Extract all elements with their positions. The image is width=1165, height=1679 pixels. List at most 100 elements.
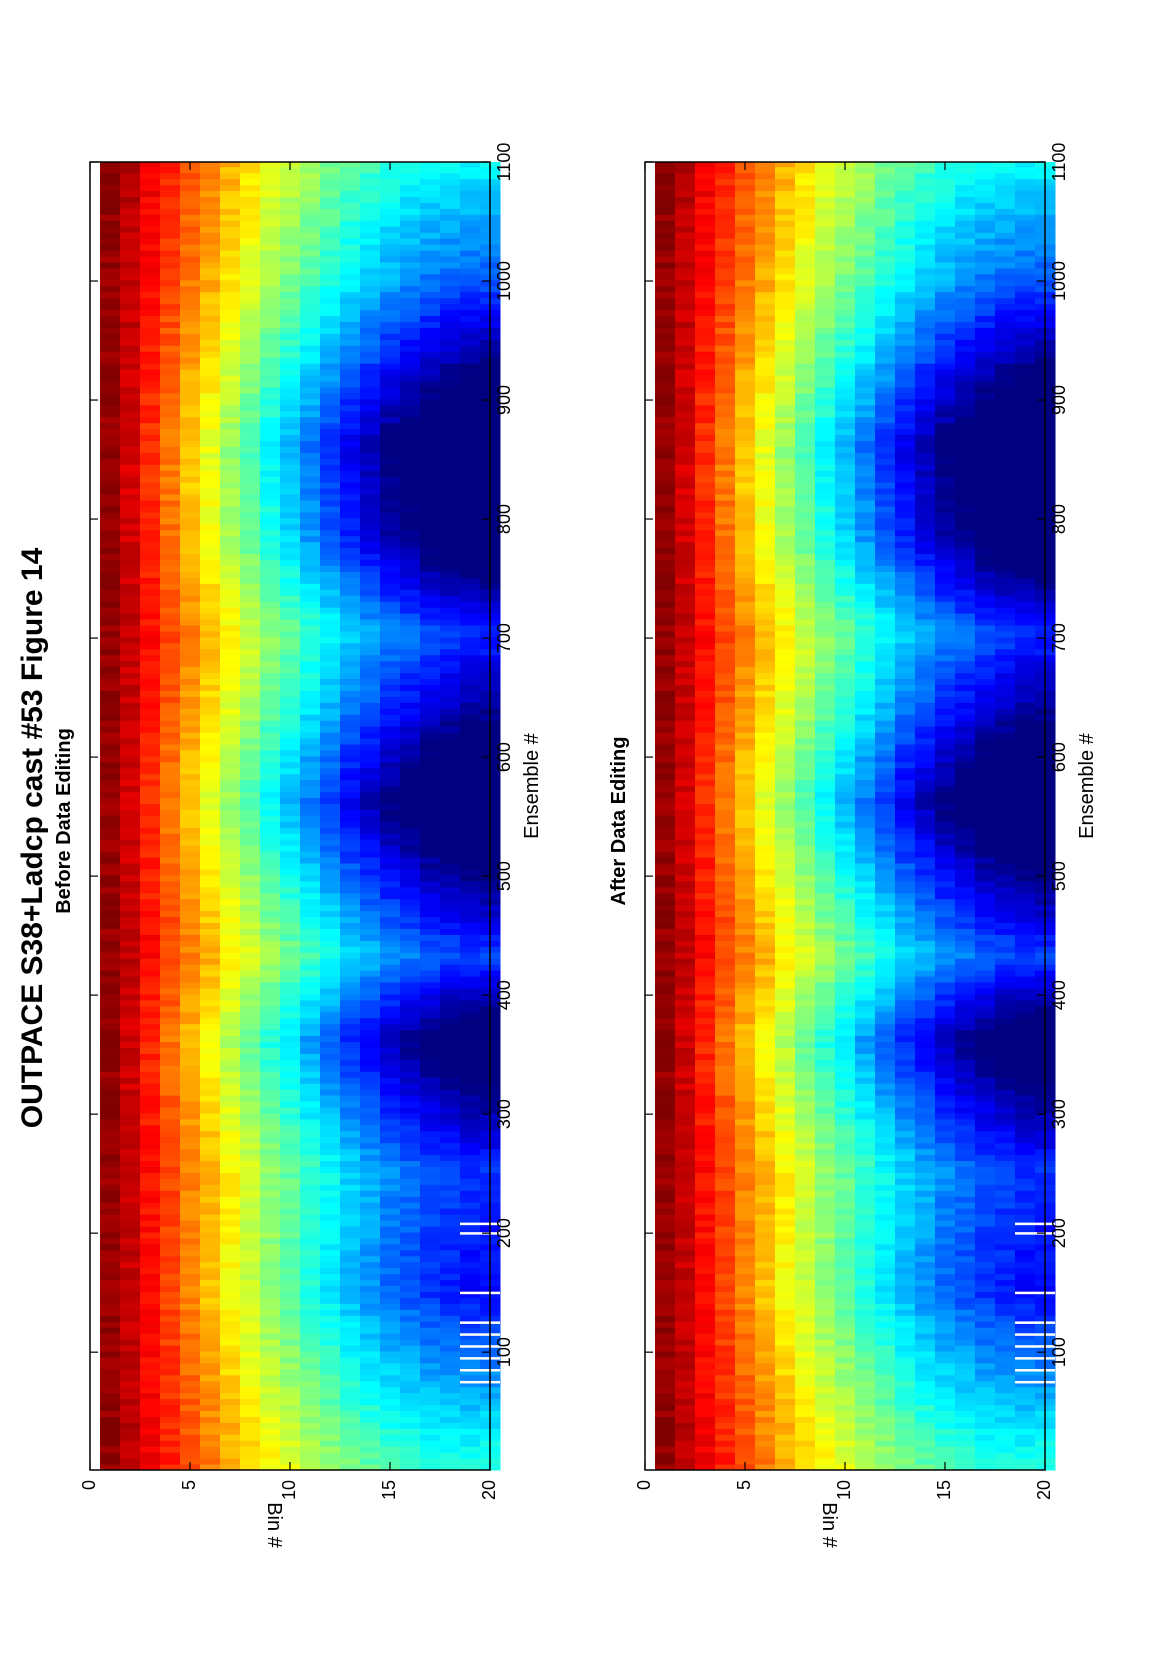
heatmap-cell xyxy=(280,672,301,680)
heatmap-cell xyxy=(120,226,141,233)
heatmap-cell xyxy=(280,761,301,769)
heatmap-cell xyxy=(280,1089,301,1096)
heatmap-cells xyxy=(655,162,1056,1471)
heatmap-cell xyxy=(1015,1464,1036,1471)
heatmap-cell xyxy=(655,1339,676,1346)
heatmap-cell xyxy=(320,654,341,662)
heatmap-cell xyxy=(100,559,121,566)
heatmap-cell xyxy=(280,190,301,198)
heatmap-cell xyxy=(320,1327,341,1334)
heatmap-cell xyxy=(100,208,121,215)
heatmap-cell xyxy=(400,767,421,775)
heatmap-cell xyxy=(140,380,161,388)
heatmap-cell xyxy=(400,1118,421,1126)
heatmap-cell xyxy=(300,1255,321,1263)
heatmap-cell xyxy=(120,369,141,376)
heatmap-cell xyxy=(120,1398,141,1406)
heatmap-cell xyxy=(340,1410,361,1417)
heatmap-cell xyxy=(460,327,481,334)
heatmap-cell xyxy=(260,1422,281,1429)
heatmap-cell xyxy=(200,1083,221,1090)
heatmap-cell xyxy=(240,500,261,507)
heatmap-cell xyxy=(360,1315,381,1322)
heatmap-cell xyxy=(120,666,141,674)
heatmap-cell xyxy=(100,380,121,388)
heatmap-cell xyxy=(260,410,281,418)
heatmap-cell xyxy=(360,422,381,430)
heatmap-cell xyxy=(440,1273,461,1281)
heatmap-cell xyxy=(360,672,381,680)
heatmap-cell xyxy=(320,1017,341,1025)
heatmap-cell xyxy=(420,208,441,215)
heatmap-cell xyxy=(340,1386,361,1394)
heatmap-cell xyxy=(975,1339,996,1346)
heatmap-cell xyxy=(260,952,281,959)
heatmap-cell xyxy=(320,178,341,186)
heatmap-cell xyxy=(755,1464,776,1471)
heatmap-cell xyxy=(220,434,241,442)
heatmap-cell xyxy=(240,1065,261,1072)
heatmap-cell xyxy=(180,351,201,358)
heatmap-cell xyxy=(120,898,141,906)
heatmap-cell xyxy=(360,559,381,566)
heatmap-cell xyxy=(160,589,181,596)
heatmap-cell xyxy=(300,166,321,174)
heatmap-cell xyxy=(260,333,281,340)
heatmap-cell xyxy=(735,1446,756,1453)
heatmap-cell xyxy=(460,208,481,215)
heatmap-cell xyxy=(100,238,121,245)
heatmap-cell xyxy=(400,601,421,608)
heatmap-cell xyxy=(340,785,361,793)
heatmap-cell xyxy=(260,1255,281,1263)
heatmap-cell xyxy=(420,720,441,727)
heatmap-cell xyxy=(400,1089,421,1096)
heatmap-cell xyxy=(995,1446,1016,1453)
heatmap-cell xyxy=(460,821,481,828)
x-tick-label: 400 xyxy=(494,980,514,1010)
heatmap-cell xyxy=(360,732,381,739)
heatmap-cell xyxy=(340,1291,361,1298)
heatmap-cell xyxy=(220,529,241,537)
heatmap-cell xyxy=(400,1077,421,1084)
heatmap-cell xyxy=(120,797,141,805)
heatmap-cell xyxy=(360,952,381,959)
heatmap-cell xyxy=(440,1208,461,1215)
heatmap-cell xyxy=(160,672,181,680)
heatmap-cell xyxy=(735,1404,756,1411)
heatmap-cell xyxy=(320,1422,341,1429)
heatmap-cell xyxy=(300,1035,321,1043)
heatmap-cell xyxy=(320,565,341,572)
heatmap-cell xyxy=(460,1291,481,1298)
heatmap-cell xyxy=(300,1017,321,1025)
heatmap-cell xyxy=(340,1101,361,1108)
heatmap-cell xyxy=(420,1345,441,1352)
heatmap-cell xyxy=(360,636,381,644)
heatmap-cell xyxy=(440,1041,461,1048)
heatmap-cell xyxy=(100,767,121,775)
heatmap-cell xyxy=(420,1178,441,1185)
heatmap-cell xyxy=(240,452,261,459)
heatmap-cell xyxy=(300,1154,321,1162)
heatmap-cell xyxy=(300,1053,321,1060)
heatmap-cell xyxy=(695,1345,716,1352)
heatmap-cell xyxy=(360,910,381,918)
heatmap-cell xyxy=(360,738,381,745)
heatmap-cell xyxy=(735,1321,756,1328)
heatmap-cell xyxy=(300,928,321,935)
heatmap-cell xyxy=(340,827,361,834)
heatmap-cell xyxy=(340,1035,361,1043)
heatmap-cell xyxy=(340,1279,361,1287)
heatmap-cell xyxy=(400,1029,421,1037)
heatmap-cell xyxy=(300,952,321,959)
heatmap-cell xyxy=(360,702,381,709)
heatmap-cell xyxy=(140,1208,161,1215)
heatmap-cell xyxy=(420,839,441,846)
heatmap-cell xyxy=(460,1249,481,1257)
heatmap-cell xyxy=(420,946,441,953)
heatmap-cell xyxy=(795,1464,816,1471)
heatmap-cell xyxy=(200,1136,221,1144)
heatmap-cell xyxy=(460,845,481,852)
heatmap-cell xyxy=(120,809,141,816)
heatmap-cell xyxy=(140,779,161,787)
